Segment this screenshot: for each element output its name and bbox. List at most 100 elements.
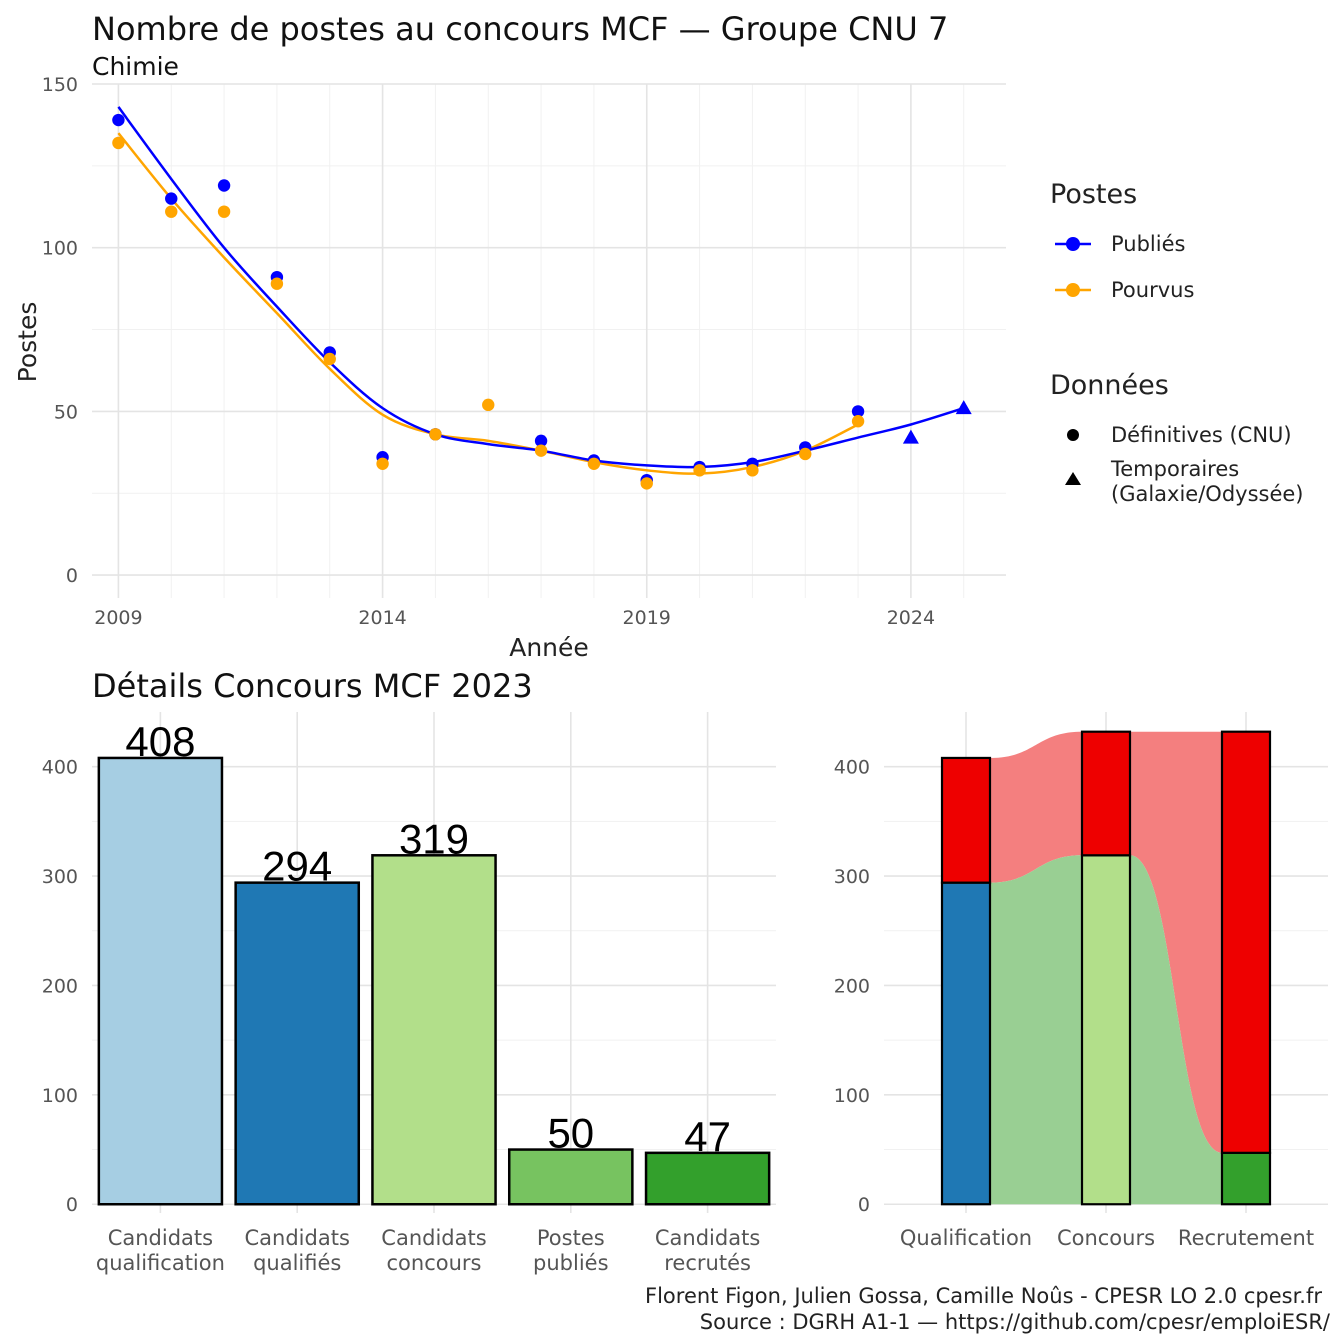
y-tick-label: 100 [42, 238, 78, 260]
x-tick-label: qualification [96, 1251, 225, 1275]
point-pourvus [482, 398, 495, 412]
details-title: Détails Concours MCF 2023 [92, 667, 533, 705]
x-tick-label: Candidats [245, 1226, 350, 1250]
data-points [112, 113, 972, 490]
bar-value-label: 47 [684, 1113, 731, 1160]
stack-segment-upper [1220, 730, 1272, 1154]
bars: 408 294 319 50 47 [97, 718, 771, 1206]
legend-title-postes: Postes [1050, 179, 1137, 210]
point-pourvus [217, 205, 231, 218]
point-pourvus [746, 464, 759, 477]
stack-segment-lower [1220, 1151, 1272, 1206]
legend-label-definitives: Définitives (CNU) [1111, 423, 1292, 447]
stack-segment-lower [940, 881, 992, 1206]
chart-title: Nombre de postes au concours MCF — Group… [92, 10, 948, 48]
y-tick-label: 100 [834, 1085, 870, 1107]
x-tick-label: 2019 [623, 607, 671, 629]
point-pourvus [640, 477, 653, 490]
y-tick-label: 100 [42, 1085, 78, 1107]
point-publies [534, 434, 548, 448]
alluvial-flows [940, 730, 1272, 1206]
caption-source: Source : DGRH A1-1 — https://github.com/… [700, 1310, 1331, 1334]
legend-dot-pourvus [1066, 283, 1080, 297]
smooth-line-pourvus [117, 132, 859, 475]
bar-value-label: 408 [125, 718, 195, 765]
x-tick-label: Candidats [655, 1226, 760, 1250]
legend-label-pourvus: Pourvus [1111, 278, 1194, 302]
flow-red [1130, 731, 1222, 1153]
x-tick-label: 2024 [887, 607, 935, 629]
alluvial-axis-labels: 0 100 200 300 400 Qualification Concours Recrut… [834, 757, 1314, 1250]
x-tick-label: Postes [537, 1226, 605, 1250]
bar-value-label: 50 [547, 1110, 594, 1157]
bar-axis-labels: 0100200300400CandidatsqualificationCandi… [42, 757, 761, 1275]
y-tick-label: 300 [834, 866, 870, 888]
x-axis-title: Année [509, 633, 589, 662]
y-tick-label: 300 [42, 866, 78, 888]
point-publies [217, 179, 231, 192]
legend-label-temporaires: Temporaires [1110, 457, 1239, 481]
legend-label-temporaires-sub: (Galaxie/Odyssée) [1111, 482, 1304, 506]
stack-segment-upper [940, 756, 992, 884]
x-tick-label: Concours [1057, 1226, 1155, 1250]
bar-value-label: 294 [262, 843, 332, 890]
legend-dot-publies [1066, 237, 1080, 251]
flow-green [1130, 855, 1222, 1205]
smooth-lines [117, 106, 965, 475]
bar [644, 1151, 771, 1206]
point-pourvus [587, 457, 601, 470]
point-pourvus [270, 277, 284, 290]
legend-title-donnees: Données [1050, 370, 1169, 401]
top-axis-labels: 0 50 100 150 2009 2014 2019 2024 [42, 74, 935, 629]
y-tick-label: 50 [54, 401, 78, 423]
bar [507, 1148, 634, 1206]
x-tick-label: Qualification [900, 1226, 1032, 1250]
x-tick-label: Candidats [108, 1226, 213, 1250]
y-axis-title: Postes [13, 302, 42, 383]
flow-red [990, 731, 1082, 883]
bar [234, 881, 361, 1206]
caption-authors: Florent Figon, Julien Gossa, Camille Noû… [645, 1284, 1322, 1308]
y-tick-label: 0 [66, 1194, 78, 1216]
top-plot-grid [92, 83, 1006, 598]
point-publies [112, 113, 125, 127]
legend-label-publies: Publiés [1111, 232, 1185, 256]
chart-subtitle: Chimie [92, 52, 179, 81]
legend-dot-definitives [1067, 429, 1079, 441]
point-pourvus [851, 415, 865, 428]
bar [371, 854, 497, 1206]
bar-value-label: 319 [399, 815, 469, 862]
x-tick-label: 2009 [94, 607, 142, 629]
point-pourvus [534, 444, 548, 457]
point-temporaire-publies [902, 429, 919, 444]
point-pourvus [323, 352, 336, 366]
x-tick-label: Candidats [381, 1226, 486, 1250]
legend-triangle-temporaires [1065, 472, 1081, 485]
x-tick-label: Recrutement [1178, 1226, 1314, 1250]
point-pourvus [112, 136, 125, 150]
point-publies [851, 405, 865, 418]
flow-green [990, 855, 1082, 1205]
y-tick-label: 200 [834, 975, 870, 997]
x-tick-label: publiés [533, 1251, 609, 1275]
smooth-line-publies [117, 106, 965, 469]
y-tick-label: 400 [834, 757, 870, 779]
x-tick-label: 2014 [358, 607, 406, 629]
point-temporaire-publies [955, 400, 972, 415]
x-tick-label: qualifiés [253, 1251, 341, 1275]
y-tick-label: 0 [66, 565, 78, 587]
x-tick-label: concours [387, 1251, 482, 1275]
x-tick-label: recrutés [664, 1251, 751, 1275]
point-pourvus [376, 457, 389, 470]
legend: Postes Publiés Pourvus Données Définitiv… [1050, 179, 1304, 506]
y-tick-label: 0 [858, 1194, 870, 1216]
point-pourvus [165, 205, 178, 218]
y-tick-label: 150 [42, 74, 78, 96]
point-pourvus [799, 447, 812, 461]
point-pourvus [429, 428, 442, 441]
stack-segment-lower [1080, 854, 1132, 1206]
point-pourvus [693, 464, 706, 477]
y-tick-label: 400 [42, 757, 78, 779]
stack-segment-upper [1080, 730, 1132, 857]
